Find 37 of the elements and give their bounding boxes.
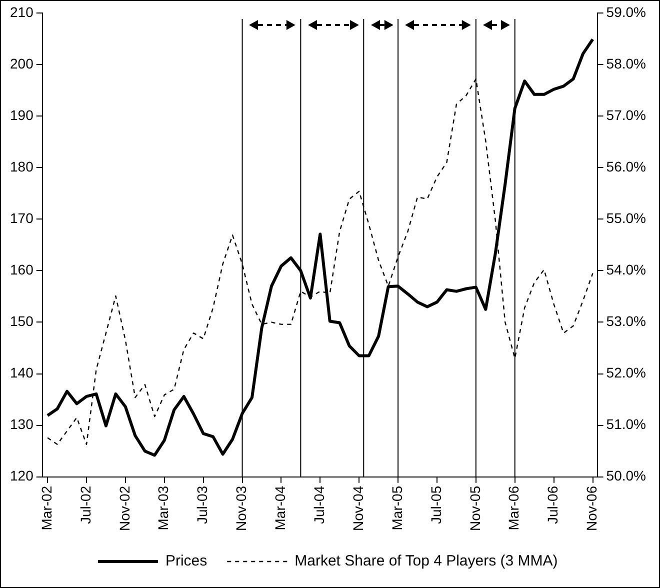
- y-tick-label: 160: [10, 262, 34, 278]
- y-tick-label: 170: [10, 210, 34, 226]
- x-tick-label: Mar-03: [155, 486, 172, 530]
- legend-label: Prices: [165, 552, 208, 570]
- y2-tick-label: 54.0%: [606, 262, 646, 278]
- y-tick-label: 130: [10, 416, 34, 432]
- x-tick-label: Nov-05: [466, 486, 483, 532]
- y2-tick-label: 59.0%: [606, 4, 646, 20]
- x-tick-label: Jul-02: [77, 486, 94, 524]
- y2-tick-label: 55.0%: [606, 210, 646, 226]
- x-tick-label: Nov-03: [233, 486, 250, 532]
- x-tick-label: Jul-06: [544, 486, 561, 524]
- legend-label: Market Share of Top 4 Players (3 MMA): [294, 552, 558, 570]
- x-tick-label: Nov-04: [350, 486, 366, 532]
- x-tick-label: Jul-05: [428, 486, 444, 524]
- x-tick-label: Nov-06: [584, 486, 600, 532]
- y2-tick-label: 57.0%: [606, 106, 646, 123]
- x-tick-label: Mar-05: [388, 486, 405, 530]
- y-tick-label: 200: [10, 55, 34, 72]
- y-tick-label: 150: [10, 313, 34, 330]
- y2-tick-label: 53.0%: [606, 313, 646, 330]
- y-tick-label: 140: [10, 364, 34, 381]
- y2-tick-label: 50.0%: [606, 468, 646, 484]
- y2-tick-label: 56.0%: [606, 158, 646, 174]
- y-tick-label: 180: [10, 158, 34, 174]
- y-tick-label: 190: [10, 106, 34, 123]
- y-tick-label: 210: [10, 4, 34, 20]
- y2-tick-label: 51.0%: [606, 416, 646, 432]
- y-tick-label: 120: [10, 468, 34, 484]
- x-tick-label: Mar-06: [506, 486, 522, 530]
- x-tick-label: Mar-04: [272, 486, 288, 530]
- x-tick-label: Mar-02: [38, 486, 54, 530]
- x-tick-label: Jul-04: [311, 486, 328, 524]
- x-tick-label: Jul-03: [194, 486, 210, 524]
- x-tick-label: Nov-02: [116, 486, 132, 532]
- y2-tick-label: 52.0%: [606, 364, 646, 381]
- y2-tick-label: 58.0%: [606, 55, 646, 72]
